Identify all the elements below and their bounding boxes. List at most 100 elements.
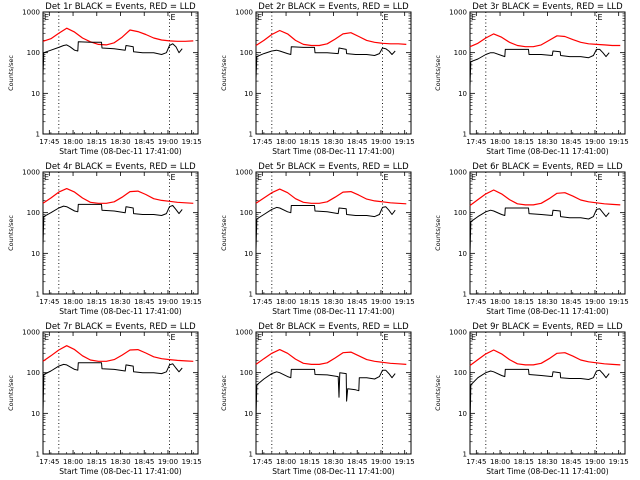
y-axis-label: Counts/sec bbox=[434, 215, 442, 251]
y-axis-label: Counts/sec bbox=[434, 55, 442, 91]
y-tick-label: 1 bbox=[249, 291, 253, 299]
x-tick-label: 18:00 bbox=[276, 138, 296, 146]
panel-det-3: Det 3r BLACK = Events, RED = LLD 17:45 18:… bbox=[434, 2, 629, 156]
x-axis-label: Start Time (08-Dec-11 17:41:00) bbox=[486, 147, 608, 156]
y-tick-label: 100 bbox=[240, 369, 253, 377]
x-axis-label: Start Time (08-Dec-11 17:41:00) bbox=[272, 467, 394, 476]
x-tick-label: 19:00 bbox=[158, 138, 178, 146]
y-tick-label: 1 bbox=[463, 451, 467, 459]
y-tick-label: 100 bbox=[240, 49, 253, 57]
x-tick-label: 19:00 bbox=[371, 298, 391, 306]
x-tick-label: 18:00 bbox=[490, 138, 510, 146]
plot-frame bbox=[469, 11, 626, 135]
x-tick-label: 18:45 bbox=[561, 298, 581, 306]
lld-rate-line bbox=[469, 349, 621, 366]
event-marker-label: E bbox=[598, 13, 603, 22]
x-tick-label: 18:00 bbox=[276, 298, 296, 306]
y-tick-label: 1000 bbox=[449, 9, 467, 17]
x-tick-label: 18:15 bbox=[300, 298, 320, 306]
y-axis-label: Counts/sec bbox=[7, 55, 15, 91]
events-rate-line bbox=[42, 41, 183, 76]
event-marker-label: E bbox=[44, 333, 49, 342]
panel-det-9: Det 9r BLACK = Events, RED = LLD 17:45 18:… bbox=[434, 322, 629, 476]
x-tick-label: 17:45 bbox=[252, 458, 272, 466]
y-tick-label: 10 bbox=[244, 90, 253, 98]
y-tick-label: 1000 bbox=[449, 169, 467, 177]
y-tick-label: 10 bbox=[244, 250, 253, 258]
x-tick-label: 18:15 bbox=[514, 298, 534, 306]
x-tick-label: 18:15 bbox=[514, 138, 534, 146]
panel-title: Det 4r BLACK = Events, RED = LLD bbox=[45, 162, 196, 172]
x-tick-label: 18:45 bbox=[347, 458, 367, 466]
lld-rate-line bbox=[469, 33, 621, 48]
x-tick-label: 18:30 bbox=[323, 138, 343, 146]
event-marker-label: E bbox=[471, 333, 476, 342]
x-tick-label: 18:45 bbox=[347, 138, 367, 146]
event-marker-label: E bbox=[44, 173, 49, 182]
events-rate-line bbox=[42, 203, 183, 246]
x-tick-label: 17:45 bbox=[252, 298, 272, 306]
y-tick-label: 100 bbox=[454, 369, 467, 377]
panel-title: Det 6r BLACK = Events, RED = LLD bbox=[472, 162, 623, 172]
x-tick-label: 19:00 bbox=[158, 458, 178, 466]
x-tick-label: 18:30 bbox=[110, 138, 130, 146]
x-tick-label: 18:00 bbox=[63, 138, 83, 146]
panel-title: Det 9r BLACK = Events, RED = LLD bbox=[472, 322, 623, 332]
x-tick-label: 18:30 bbox=[110, 298, 130, 306]
y-axis-label: Counts/sec bbox=[220, 375, 228, 411]
events-rate-line bbox=[469, 48, 610, 87]
lld-rate-line bbox=[255, 349, 407, 365]
y-tick-label: 10 bbox=[244, 410, 253, 418]
plot-frame bbox=[42, 11, 199, 135]
x-tick-label: 18:30 bbox=[537, 458, 557, 466]
x-tick-label: 18:30 bbox=[110, 458, 130, 466]
x-tick-label: 19:00 bbox=[585, 298, 605, 306]
y-axis-label: Counts/sec bbox=[220, 215, 228, 251]
panel-title: Det 2r BLACK = Events, RED = LLD bbox=[258, 2, 409, 12]
y-tick-label: 1000 bbox=[235, 169, 253, 177]
x-tick-label: 19:00 bbox=[585, 458, 605, 466]
x-tick-label: 18:15 bbox=[514, 458, 534, 466]
panel-title: Det 1r BLACK = Events, RED = LLD bbox=[45, 2, 196, 12]
panel-title: Det 5r BLACK = Events, RED = LLD bbox=[258, 162, 409, 172]
lld-rate-line bbox=[255, 188, 407, 205]
y-axis-label: Counts/sec bbox=[220, 55, 228, 91]
y-tick-label: 100 bbox=[27, 49, 40, 57]
plot-frame bbox=[42, 171, 199, 295]
y-tick-label: 1000 bbox=[449, 329, 467, 337]
x-tick-label: 17:45 bbox=[39, 458, 59, 466]
events-rate-line bbox=[255, 205, 396, 251]
y-tick-label: 1000 bbox=[235, 329, 253, 337]
x-axis-label: Start Time (08-Dec-11 17:41:00) bbox=[272, 307, 394, 316]
event-marker-label: E bbox=[44, 13, 49, 22]
y-tick-label: 10 bbox=[458, 250, 467, 258]
x-tick-label: 19:00 bbox=[158, 298, 178, 306]
x-tick-label: 17:45 bbox=[39, 298, 59, 306]
x-tick-label: 18:30 bbox=[323, 298, 343, 306]
y-tick-label: 1 bbox=[249, 451, 253, 459]
y-tick-label: 1 bbox=[36, 291, 40, 299]
x-axis-label: Start Time (08-Dec-11 17:41:00) bbox=[272, 147, 394, 156]
x-tick-label: 18:30 bbox=[537, 138, 557, 146]
y-tick-label: 1 bbox=[463, 291, 467, 299]
y-axis-label: Counts/sec bbox=[434, 375, 442, 411]
panel-det-8: Det 8r BLACK = Events, RED = LLD 17:45 18:… bbox=[220, 322, 415, 476]
lld-rate-line bbox=[42, 188, 194, 204]
lld-rate-line bbox=[469, 189, 621, 206]
x-axis-label: Start Time (08-Dec-11 17:41:00) bbox=[59, 467, 181, 476]
y-tick-label: 10 bbox=[31, 410, 40, 418]
x-tick-label: 19:00 bbox=[371, 458, 391, 466]
panel-det-7: Det 7r BLACK = Events, RED = LLD 17:45 18:… bbox=[7, 322, 202, 476]
x-tick-label: 18:45 bbox=[561, 458, 581, 466]
x-tick-label: 19:00 bbox=[585, 138, 605, 146]
x-axis-label: Start Time (08-Dec-11 17:41:00) bbox=[486, 467, 608, 476]
y-tick-label: 10 bbox=[31, 90, 40, 98]
x-axis-label: Start Time (08-Dec-11 17:41:00) bbox=[59, 307, 181, 316]
y-tick-label: 10 bbox=[458, 90, 467, 98]
x-tick-label: 18:30 bbox=[323, 458, 343, 466]
lld-rate-line bbox=[255, 29, 407, 47]
plot-frame bbox=[42, 331, 199, 455]
x-tick-label: 18:00 bbox=[490, 458, 510, 466]
x-tick-label: 17:45 bbox=[252, 138, 272, 146]
